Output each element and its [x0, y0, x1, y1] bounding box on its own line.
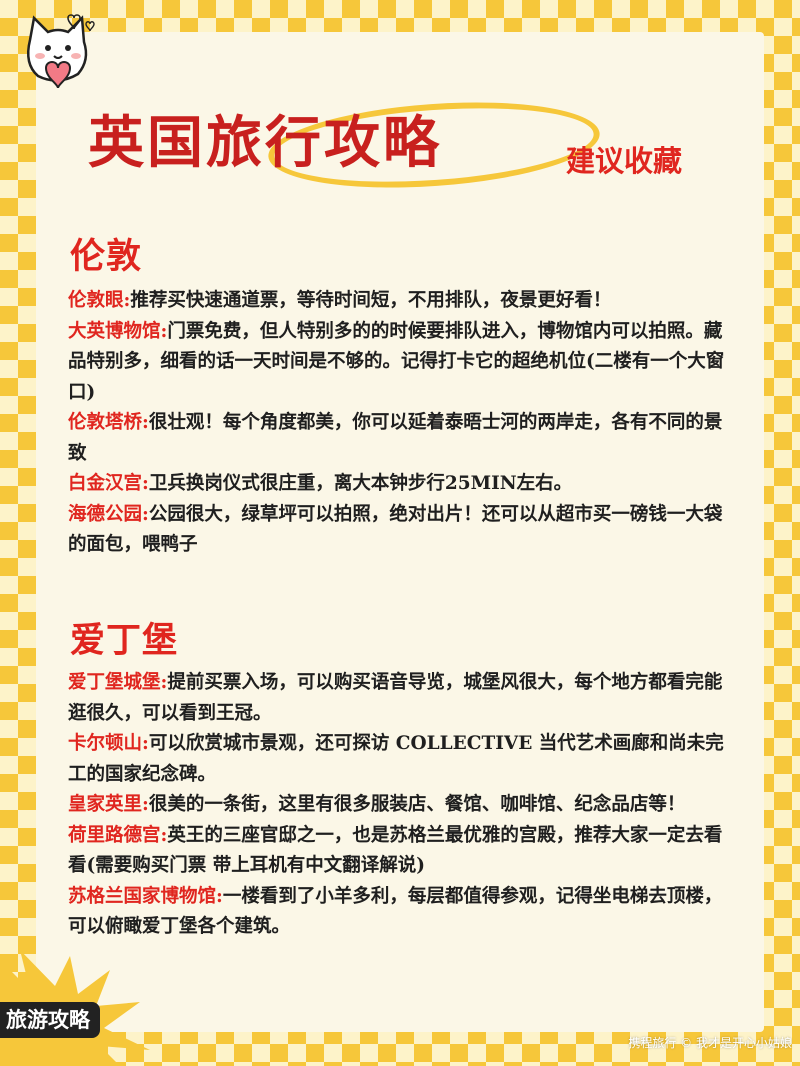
attraction-desc: 很美的一条街，这里有很多服装店、餐馆、咖啡馆、纪念品店等！	[148, 794, 686, 815]
watermark: 携程旅行 © 我才是开心小姑娘	[628, 1036, 792, 1050]
attraction-desc: 很壮观！每个角度都美，你可以延着泰晤士河的两岸走，各有不同的景致	[68, 412, 723, 464]
list-item: 爱丁堡城堡:提前买票入场，可以购买语音导览，城堡风很大，每个地方都看完能逛很久，…	[68, 668, 736, 729]
page-subtitle: 建议收藏	[566, 144, 683, 178]
title-block: 英国旅行攻略	[88, 92, 603, 198]
list-item: 皇家英里:很美的一条街，这里有很多服装店、餐馆、咖啡馆、纪念品店等！	[68, 790, 736, 821]
attraction-name: 爱丁堡城堡:	[68, 672, 168, 693]
cat-holding-heart-icon	[27, 15, 88, 89]
attraction-name: 卡尔顿山:	[68, 733, 149, 754]
attraction-desc: 英王的三座官邸之一，也是苏格兰最优雅的宫殿，推荐大家一定去看看(需要购买门票 带…	[68, 824, 723, 877]
attraction-name: 荷里路德宫:	[68, 824, 168, 846]
list-item: 苏格兰国家博物馆:一楼看到了小羊多利，每层都值得参观，记得坐电梯去顶楼，可以俯瞰…	[68, 882, 736, 943]
hearts-icon	[67, 14, 95, 32]
category-badge: 旅游攻略	[0, 1002, 100, 1038]
attraction-desc: 一楼看到了小羊多利，每层都值得参观，记得坐电梯去顶楼，可以俯瞰爱丁堡各个建筑。	[68, 885, 723, 938]
attraction-name: 皇家英里:	[68, 794, 149, 815]
list-item: 伦敦眼:推荐买快速通道票，等待时间短，不用排队，夜景更好看！	[68, 286, 736, 317]
section-heading-edinburgh: 爱丁堡	[70, 621, 179, 661]
list-item: 白金汉宫:卫兵换岗仪式很庄重，离大本钟步行25MIN左右。	[68, 469, 736, 500]
attraction-desc: 可以欣赏城市景观，还可探访 COLLECTIVE 当代艺术画廊和尚未完工的国家纪…	[68, 733, 724, 785]
attraction-name: 大英博物馆:	[68, 320, 168, 342]
attraction-name: 苏格兰国家博物馆:	[68, 885, 223, 907]
attraction-desc: 卫兵换岗仪式很庄重，离大本钟步行25MIN左右。	[148, 473, 573, 494]
attraction-name: 白金汉宫:	[68, 473, 149, 494]
page-title: 英国旅行攻略	[88, 110, 442, 176]
section-london-list: 伦敦眼:推荐买快速通道票，等待时间短，不用排队，夜景更好看！ 大英博物馆:门票免…	[68, 286, 736, 561]
section-heading-london: 伦敦	[70, 237, 143, 277]
list-item: 大英博物馆:门票免费，但人特别多的的时候要排队进入，博物馆内可以拍照。藏品特别多…	[68, 317, 736, 409]
attraction-desc: 提前买票入场，可以购买语音导览，城堡风很大，每个地方都看完能逛很久，可以看到王冠…	[68, 672, 723, 724]
list-item: 伦敦塔桥:很壮观！每个角度都美，你可以延着泰晤士河的两岸走，各有不同的景致	[68, 408, 736, 469]
attraction-desc: 推荐买快速通道票，等待时间短，不用排队，夜景更好看！	[130, 290, 612, 311]
attraction-name: 伦敦塔桥:	[68, 412, 149, 433]
list-item: 海德公园:公园很大，绿草坪可以拍照，绝对出片！还可以从超市买一磅钱一大袋的面包，…	[68, 500, 736, 561]
list-item: 卡尔顿山:可以欣赏城市景观，还可探访 COLLECTIVE 当代艺术画廊和尚未完…	[68, 729, 736, 790]
attraction-desc: 公园很大，绿草坪可以拍照，绝对出片！还可以从超市买一磅钱一大袋的面包，喂鸭子	[68, 503, 723, 556]
paper-panel	[36, 32, 764, 1032]
section-edinburgh-list: 爱丁堡城堡:提前买票入场，可以购买语音导览，城堡风很大，每个地方都看完能逛很久，…	[68, 668, 736, 943]
attraction-name: 伦敦眼:	[68, 290, 131, 311]
list-item: 荷里路德宫:英王的三座官邸之一，也是苏格兰最优雅的宫殿，推荐大家一定去看看(需要…	[68, 821, 736, 882]
attraction-name: 海德公园:	[68, 503, 149, 525]
attraction-desc: 门票免费，但人特别多的的时候要排队进入，博物馆内可以拍照。藏品特别多，细看的话一…	[68, 320, 725, 403]
